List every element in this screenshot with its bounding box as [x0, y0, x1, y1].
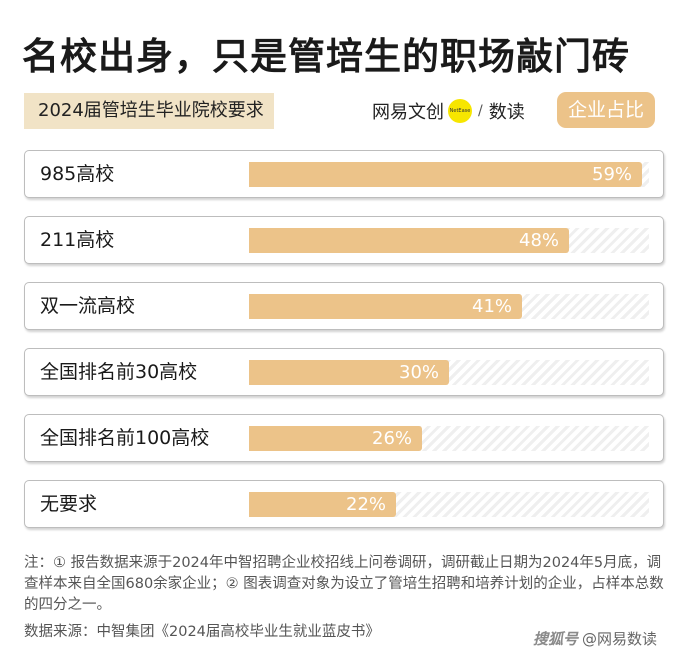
value-label: 30%: [399, 362, 440, 383]
brand-slash: /: [478, 103, 483, 119]
netease-badge-text: NetEase: [449, 108, 471, 114]
data-source: 数据来源：中智集团《2024届高校毕业生就业蓝皮书》: [24, 624, 380, 640]
bar-track: 26%: [249, 426, 649, 451]
value-label: 41%: [472, 296, 513, 317]
bar: [249, 162, 642, 187]
watermark-text: @网易数读: [582, 630, 658, 648]
bar-row: 全国排名前30高校 30%: [24, 348, 664, 396]
value-label: 48%: [519, 230, 560, 251]
category-label: 全国排名前100高校: [40, 427, 210, 449]
bar: [249, 228, 569, 253]
category-label: 双一流高校: [40, 295, 136, 317]
brand-logo: 网易文创 NetEase / 数读: [372, 96, 525, 126]
bar: [249, 492, 396, 517]
bar-row: 双一流高校 41%: [24, 282, 664, 330]
brand-sub: 数读: [488, 102, 525, 123]
bar-track: 30%: [249, 360, 649, 385]
bar-track: 59%: [249, 162, 649, 187]
watermark: 搜狐号 @网易数读: [533, 628, 657, 649]
bar-track: 41%: [249, 294, 649, 319]
bar-track: 48%: [249, 228, 649, 253]
bar: [249, 426, 422, 451]
watermark-logo: 搜狐号: [533, 630, 579, 648]
chart-title: 名校出身，只是管培生的职场敲门砖: [22, 35, 630, 78]
bar: [249, 294, 522, 319]
category-label: 985高校: [40, 163, 115, 185]
bar-row: 无要求 22%: [24, 480, 664, 528]
value-label: 59%: [592, 164, 633, 185]
value-label: 22%: [346, 494, 387, 515]
bar-row: 211高校 48%: [24, 216, 664, 264]
chart-subtitle: 2024届管培生毕业院校要求: [24, 93, 274, 129]
bar-track: 22%: [249, 492, 649, 517]
category-label: 无要求: [40, 493, 98, 515]
category-label: 全国排名前30高校: [40, 361, 198, 383]
legend-tag: 企业占比: [557, 92, 655, 128]
brand-name: 网易文创: [372, 102, 444, 123]
bar-row: 985高校 59%: [24, 150, 664, 198]
netease-badge-icon: NetEase: [448, 99, 472, 123]
footnote: 注：① 报告数据来源于2024年中智招聘企业校招线上问卷调研，调研截止日期为20…: [24, 555, 664, 613]
bar-row: 全国排名前100高校 26%: [24, 414, 664, 462]
bar: [249, 360, 449, 385]
value-label: 26%: [372, 428, 413, 449]
category-label: 211高校: [40, 229, 115, 251]
